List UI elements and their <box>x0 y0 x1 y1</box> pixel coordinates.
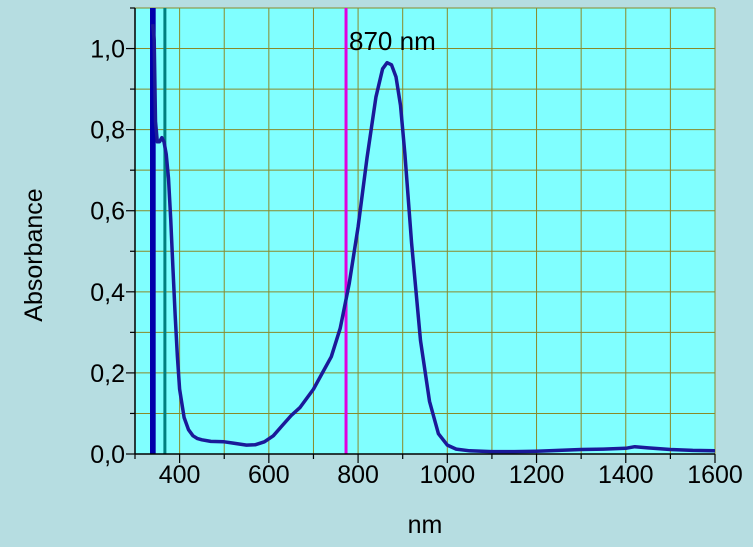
y-tick-label: 1,0 <box>90 36 125 64</box>
peak-annotation: 870 nm <box>349 26 436 56</box>
y-tick-label: 0,0 <box>90 441 125 469</box>
x-tick-label: 1400 <box>598 461 654 489</box>
y-tick-labels: 0,0 0,2 0,4 0,6 0,8 1,0 <box>90 36 125 469</box>
x-tick-label: 400 <box>159 461 201 489</box>
absorbance-curve <box>151 24 715 454</box>
y-tick-label: 0,8 <box>90 117 125 145</box>
x-tick-label: 800 <box>337 461 379 489</box>
x-tick-label: 1000 <box>419 461 475 489</box>
y-tick-label: 0,4 <box>90 279 125 307</box>
x-tick-labels: 400 600 800 1000 1200 1400 1600 <box>159 461 743 489</box>
x-tick-label: 600 <box>248 461 290 489</box>
x-tick-label: 1200 <box>509 461 565 489</box>
y-tick-label: 0,6 <box>90 198 125 226</box>
y-axis-title: Absorbance <box>20 188 48 321</box>
x-axis-title: nm <box>408 511 443 539</box>
plot-area <box>135 8 715 454</box>
axes <box>126 7 716 463</box>
x-tick-label: 1600 <box>687 461 743 489</box>
y-tick-label: 0,2 <box>90 360 125 388</box>
